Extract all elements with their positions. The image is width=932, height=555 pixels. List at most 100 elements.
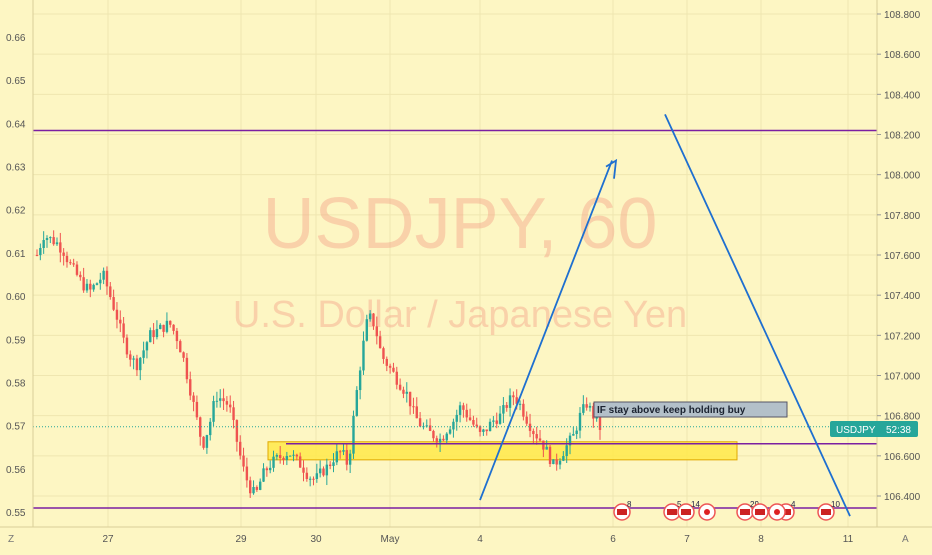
event-flag-stripe — [681, 509, 691, 515]
event-flag-stripe — [667, 509, 677, 515]
event-flag-stripe — [781, 509, 791, 515]
candle-body — [165, 320, 169, 332]
left-axis-tick: 0.59 — [6, 335, 26, 346]
candle-body — [358, 370, 362, 391]
x-axis-tick: 11 — [843, 534, 854, 545]
candle-body — [542, 440, 545, 450]
candle-body — [522, 403, 525, 417]
candle-body — [345, 450, 349, 465]
candle-body — [169, 320, 172, 325]
candle-body — [518, 403, 522, 405]
right-axis-tick: 108.200 — [884, 131, 921, 142]
candle-body — [312, 478, 315, 480]
candle-body — [532, 430, 535, 435]
candle-body — [432, 430, 435, 439]
candle-body — [472, 420, 475, 425]
candle-body — [55, 242, 59, 245]
right-axis-tick: 107.400 — [884, 291, 921, 302]
candle-body — [342, 450, 345, 452]
down-arrow-line — [664, 114, 851, 517]
candle-body — [398, 384, 402, 390]
left-axis-tick: 0.60 — [6, 292, 26, 303]
candle-body — [372, 313, 375, 327]
candle-body — [508, 395, 512, 408]
candle-body — [222, 398, 225, 402]
candle-body — [502, 405, 505, 414]
x-axis-tick: 29 — [235, 534, 247, 545]
x-axis-tick: May — [381, 534, 400, 545]
candle-body — [525, 416, 528, 424]
candle-body — [375, 326, 378, 337]
event-count: 4 — [791, 500, 796, 509]
candle-body — [448, 429, 452, 434]
candle-body — [442, 438, 445, 441]
x-axis-tick: 8 — [758, 534, 764, 545]
event-count: 29 — [750, 500, 759, 509]
candle-body — [109, 286, 112, 298]
right-axis-tick: 107.200 — [884, 331, 921, 342]
left-axis-tick: 0.63 — [6, 163, 26, 174]
candle-body — [388, 365, 392, 368]
candle-body — [592, 405, 595, 419]
left-axis-tick: 0.66 — [6, 33, 26, 44]
candle-body — [318, 468, 322, 474]
candle-body — [578, 412, 582, 431]
event-count: 10 — [831, 500, 840, 509]
event-flag-stripe — [617, 509, 627, 515]
annotation[interactable]: IF stay above keep holding buy — [593, 401, 788, 418]
candle-body — [575, 430, 578, 434]
right-axis-tick: 106.800 — [884, 412, 921, 423]
corner-label-left[interactable]: Z — [8, 534, 14, 545]
candle-body — [92, 284, 95, 290]
candle-body — [425, 425, 428, 427]
candle-body — [249, 480, 252, 494]
candle-body — [132, 358, 135, 360]
candle-body — [232, 407, 235, 421]
candle-body — [572, 433, 575, 436]
candle-body — [245, 466, 249, 481]
event-jp-dot — [774, 509, 780, 515]
candle-body — [365, 319, 369, 341]
candle-body — [105, 270, 109, 287]
corner-label-right[interactable]: A — [902, 534, 909, 545]
candle-body — [415, 406, 418, 419]
candle-body — [325, 464, 329, 476]
candle-body — [385, 358, 388, 366]
candle-body — [185, 357, 189, 380]
candle-body — [588, 405, 592, 408]
candle-body — [598, 416, 602, 430]
candle-body — [65, 255, 69, 263]
annotation-text: IF stay above keep holding buy — [597, 405, 746, 416]
event-badges[interactable]: 8 5 14 29 4 10 — [613, 500, 840, 521]
right-axis-tick: 108.600 — [884, 50, 921, 61]
candle-body — [352, 415, 355, 454]
candle-body — [555, 459, 558, 465]
candle-body — [348, 453, 352, 465]
candle-body — [515, 397, 518, 404]
candle-body — [265, 468, 269, 471]
candle-body — [149, 330, 152, 343]
candle-body — [102, 270, 105, 280]
candle-body — [445, 433, 448, 441]
candle-body — [129, 354, 132, 360]
candle-body — [39, 247, 42, 256]
candle-body — [465, 409, 468, 418]
candle-body — [199, 417, 202, 437]
event-flag-stripe — [740, 509, 750, 515]
candle-body — [302, 467, 305, 473]
candle-body — [452, 421, 455, 430]
x-axis-tick: 27 — [102, 534, 114, 545]
x-axis: 27 29 30 May 4 6 7 8 11 — [0, 526, 932, 545]
candle-body — [172, 324, 175, 331]
candle-body — [35, 255, 39, 256]
candle-body — [585, 404, 588, 408]
price-tag-box — [830, 421, 918, 437]
watermark-name: U.S. Dollar / Japanese Yen — [233, 294, 687, 336]
candle-body — [159, 324, 162, 329]
candle-body — [52, 237, 55, 245]
candle-body — [175, 330, 179, 342]
candle-body — [468, 417, 472, 421]
